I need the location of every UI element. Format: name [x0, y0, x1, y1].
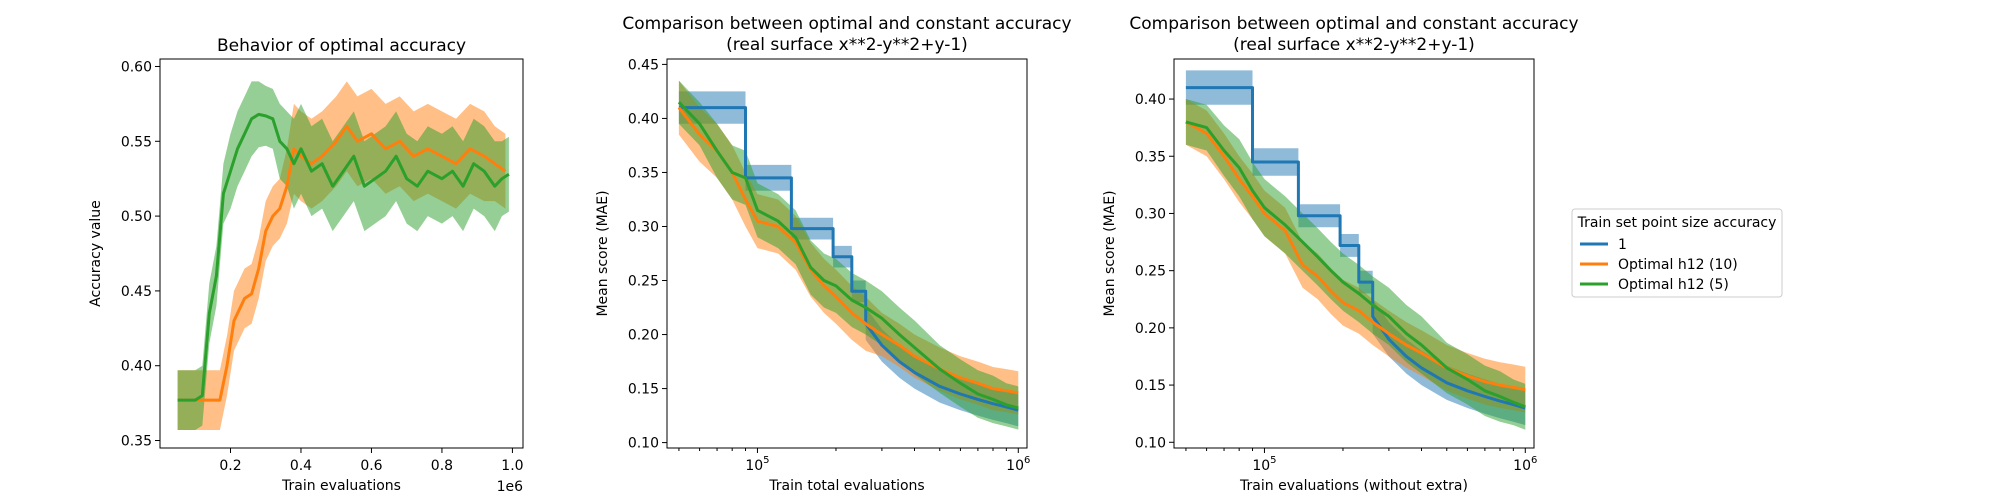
series-line-optimal-h12-10	[177, 124, 507, 402]
axes-frame	[159, 58, 524, 449]
series-line-optimal-h12-5	[177, 112, 510, 402]
chart-accuracy-behavior: 0.35 0.40 0.45 0.50 0.55 0.60 0.2 0.4 0.6 0.8 1.0 1…	[88, 36, 524, 495]
y-tick-label: 0.40	[121, 359, 152, 375]
legend-label-optimal-h12-10: Optimal h12 (10)	[1618, 257, 1738, 273]
y-tick-label: 0.20	[628, 328, 659, 344]
x-tick-label: 0.8	[431, 458, 453, 474]
y-tick-label: 0.30	[628, 219, 659, 235]
x-tick-label: 106	[1006, 455, 1030, 474]
series-line-optimal-h12-10	[677, 106, 1019, 395]
y-tick-label: 0.15	[1135, 378, 1166, 394]
series-line-1	[678, 106, 1019, 412]
chart-title: Comparison between optimal and constant …	[622, 14, 1071, 34]
y-tick-label: 0.35	[1135, 149, 1166, 165]
legend: Train set point size accuracy 1 Optimal …	[1571, 208, 1783, 298]
x-tick-label: 0.2	[219, 458, 241, 474]
x-tick-label: 0.4	[290, 458, 312, 474]
legend-entry: Optimal h12 (10)	[1580, 257, 1738, 273]
x-tick-label: 0.6	[360, 458, 382, 474]
legend-title: Train set point size accuracy	[1577, 215, 1777, 231]
y-tick-label: 0.40	[1135, 92, 1166, 108]
series-line-optimal-h12-10	[1185, 120, 1526, 392]
x-tick-label: 105	[1252, 455, 1276, 474]
series-line-optimal-h12-5	[677, 101, 1019, 410]
y-tick-label: 0.20	[1135, 321, 1166, 337]
chart-subtitle: (real surface x**2-y**2+y-1)	[1233, 35, 1475, 55]
legend-label-1: 1	[1618, 237, 1627, 253]
axes-frame	[666, 58, 1028, 449]
y-tick-label: 0.30	[1135, 206, 1166, 222]
x-axis-label: Train total evaluations	[768, 478, 924, 494]
y-tick-label: 0.35	[121, 434, 152, 450]
y-axis-label: Mean score (MAE)	[595, 190, 611, 316]
y-tick-label: 0.45	[121, 284, 152, 300]
series-line-1	[1185, 86, 1526, 410]
y-tick-label: 0.25	[628, 274, 659, 290]
y-tick-label: 0.10	[1135, 435, 1166, 451]
band-optimal-h12-5	[177, 81, 509, 431]
legend-entry: Optimal h12 (5)	[1580, 277, 1729, 293]
x-axis-label: Train evaluations (without extra)	[1239, 478, 1468, 494]
chart-comparison-total-evals: 0.10 0.15 0.20 0.25 0.30 0.35 0.40 0.45 105 106 Co…	[595, 14, 1072, 494]
legend-label-optimal-h12-5: Optimal h12 (5)	[1618, 277, 1729, 293]
legend-entry: 1	[1580, 237, 1627, 253]
legend-frame	[1571, 208, 1783, 298]
band-optimal-h12-5	[1185, 99, 1526, 430]
y-tick-label: 0.35	[628, 165, 659, 181]
x-tick-label: 106	[1513, 455, 1537, 474]
y-tick-label: 0.15	[628, 382, 659, 398]
chart-title: Comparison between optimal and constant …	[1129, 14, 1578, 34]
y-axis-label: Accuracy value	[88, 200, 104, 307]
y-tick-label: 0.25	[1135, 264, 1166, 280]
y-tick-label: 0.10	[628, 436, 659, 452]
axes-frame	[1173, 58, 1535, 449]
y-tick-label: 0.60	[121, 59, 152, 75]
band-1	[678, 91, 1019, 427]
y-tick-label: 0.50	[121, 209, 152, 225]
chart-subtitle: (real surface x**2-y**2+y-1)	[726, 35, 968, 55]
y-tick-label: 0.40	[628, 111, 659, 127]
x-offset-label: 1e6	[497, 479, 524, 495]
x-tick-label: 1.0	[501, 458, 523, 474]
x-axis-label: Train evaluations	[281, 478, 401, 494]
y-axis-label: Mean score (MAE)	[1102, 190, 1118, 316]
y-tick-label: 0.45	[628, 57, 659, 73]
chart-comparison-without-extra: 0.10 0.15 0.20 0.25 0.30 0.35 0.40 105 106 Compar…	[1102, 14, 1579, 494]
x-tick-label: 105	[745, 455, 769, 474]
y-tick-label: 0.55	[121, 134, 152, 150]
series-line-optimal-h12-5	[1185, 120, 1526, 409]
band-optimal-h12-5	[678, 80, 1019, 430]
chart-title: Behavior of optimal accuracy	[217, 36, 466, 56]
band-1	[1185, 70, 1526, 426]
